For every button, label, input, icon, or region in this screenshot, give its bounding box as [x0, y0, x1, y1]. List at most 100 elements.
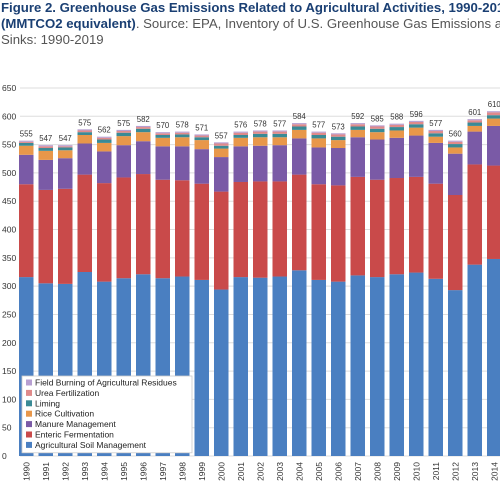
legend-swatch [26, 431, 32, 438]
x-tick-label: 1997 [158, 462, 168, 481]
bar-segment [38, 159, 53, 190]
bar-segment [311, 184, 326, 280]
bar-total-label: 577 [429, 119, 442, 128]
bar-segment [116, 132, 131, 137]
bar-segment [370, 126, 385, 129]
x-tick-label: 1990 [21, 462, 31, 481]
bar-segment [409, 176, 424, 273]
x-tick-label: 2008 [372, 462, 382, 481]
bar-segment [19, 142, 34, 146]
bar-segment [77, 174, 92, 272]
bar-segment [77, 130, 92, 133]
bar-segment [487, 111, 500, 113]
bar-segment [311, 147, 326, 185]
bar-segment [467, 131, 482, 165]
bar-segment [350, 123, 365, 125]
x-tick-label: 2002 [255, 462, 265, 481]
bar-segment [487, 118, 500, 126]
bar-segment [136, 125, 151, 128]
legend-entry: Enteric Fermentation [35, 430, 114, 440]
bar-segment [214, 142, 229, 144]
x-tick-label: 2014 [489, 462, 499, 481]
legend-swatch [26, 389, 32, 396]
bar-segment [136, 174, 151, 275]
bar-segment [38, 148, 53, 151]
bar-segment [428, 129, 443, 132]
bar-segment [58, 147, 73, 151]
caption-title: Figure 2. Greenhouse Gas Emissions Relat… [1, 0, 500, 15]
caption-line-2: (MMTCO2 equivalent). Source: EPA, Invent… [1, 16, 500, 32]
bar-segment [467, 122, 482, 126]
bar-segment [331, 185, 346, 282]
y-tick-label: 250 [2, 309, 16, 319]
bar-segment [487, 258, 500, 456]
bar-segment [253, 133, 268, 138]
bar-segment [389, 124, 404, 128]
bar-segment [136, 127, 151, 129]
x-tick-label: 2010 [411, 462, 421, 481]
y-tick-label: 100 [2, 394, 16, 404]
bar-segment [409, 121, 424, 125]
bar-segment [448, 141, 463, 145]
bar-segment [233, 134, 248, 138]
bar-segment [19, 140, 34, 142]
bar-segment [467, 164, 482, 265]
bar-segment [370, 128, 385, 133]
bar-segment [311, 132, 326, 135]
bar-segment [389, 127, 404, 131]
caption-source: . Source: EPA, Inventory of U.S. Greenho… [135, 16, 500, 31]
bar-segment [331, 281, 346, 456]
bar-segment [97, 139, 112, 143]
y-tick-label: 350 [2, 253, 16, 263]
x-tick-label: 2005 [314, 462, 324, 481]
bar-segment [350, 124, 365, 127]
bar-segment [97, 136, 112, 138]
bar-segment [428, 136, 443, 143]
bar-segment [389, 137, 404, 179]
bar-segment [292, 138, 307, 175]
bar-segment [389, 130, 404, 138]
bar-segment [116, 145, 131, 178]
y-tick-label: 300 [2, 281, 16, 291]
bar-segment [272, 181, 287, 277]
bar-segment [448, 147, 463, 154]
bar-segment [155, 146, 170, 180]
bar-segment [77, 143, 92, 175]
bar-total-label: 547 [39, 134, 52, 143]
bar-total-label: 560 [449, 130, 463, 139]
bar-segment [292, 124, 307, 127]
bar-total-label: 601 [468, 108, 481, 117]
bar-segment [58, 188, 73, 284]
bar-segment [409, 272, 424, 456]
x-tick-label: 1999 [197, 462, 207, 481]
bar-segment [331, 148, 346, 186]
bar-total-label: 570 [156, 121, 170, 130]
bar-segment [136, 141, 151, 175]
x-tick-label: 2009 [392, 462, 402, 481]
bar-segment [448, 140, 463, 142]
y-tick-label: 150 [2, 366, 16, 376]
bar-segment [19, 145, 34, 155]
bar-segment [292, 126, 307, 130]
caption-unit: (MMTCO2 equivalent) [1, 16, 136, 31]
bar-segment [155, 137, 170, 147]
bar-segment [331, 134, 346, 137]
bar-segment [136, 132, 151, 142]
bar-segment [97, 142, 112, 152]
bar-segment [233, 181, 248, 278]
bar-segment [428, 131, 443, 134]
bar-segment [175, 180, 190, 277]
bar-total-label: 576 [234, 121, 247, 130]
bar-segment [487, 115, 500, 119]
x-tick-label: 2004 [294, 462, 304, 481]
bar-segment [116, 129, 131, 132]
y-tick-label: 0 [2, 451, 7, 461]
bar-segment [292, 129, 307, 139]
legend-entry: Rice Cultivation [35, 409, 94, 419]
legend-entry: Field Burning of Agricultural Residues [35, 378, 177, 388]
y-tick-label: 450 [2, 196, 16, 206]
bar-segment [272, 276, 287, 456]
bar-segment [370, 179, 385, 278]
bar-segment [19, 184, 34, 278]
